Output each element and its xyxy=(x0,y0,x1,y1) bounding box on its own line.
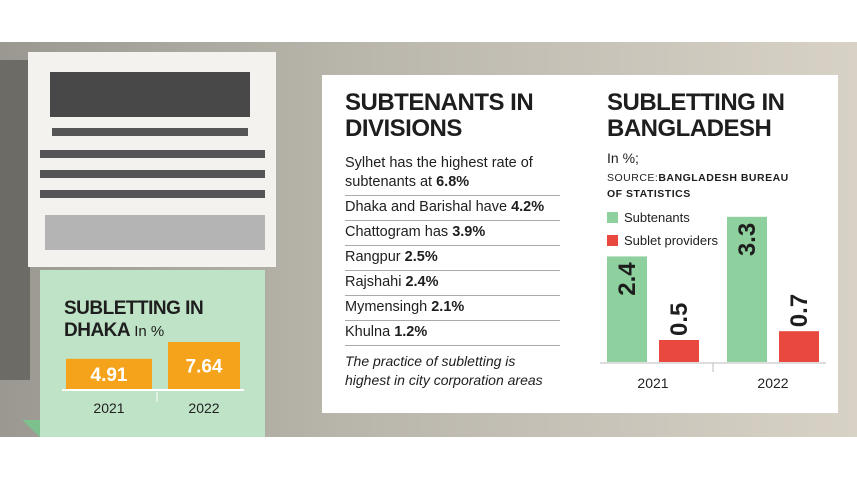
item-value: 2.5% xyxy=(404,249,438,265)
division-item: Khulna 1.2% xyxy=(345,321,560,346)
bd-title: SUBLETTING IN BANGLADESH xyxy=(607,89,785,142)
item-text: Chattogram has xyxy=(345,224,449,240)
legend-swatch xyxy=(607,212,618,223)
poster-line xyxy=(40,170,265,178)
legend-label: Subtenants xyxy=(624,210,690,225)
item-text: Sylhet has the highest rate of subtenant… xyxy=(345,155,533,190)
division-item: Chattogram has 3.9% xyxy=(345,221,560,246)
division-item: Mymensingh 2.1% xyxy=(345,296,560,321)
x-tick-label: 2022 xyxy=(188,400,219,416)
value-label: 0.5 xyxy=(666,303,693,336)
bar xyxy=(66,358,152,389)
unit: In % xyxy=(134,323,165,340)
x-tick-label: 2021 xyxy=(637,375,668,391)
x-tick-label: 2022 xyxy=(757,375,788,391)
item-text: Rangpur xyxy=(345,249,401,265)
value-label: 4.91 xyxy=(91,365,128,386)
bar xyxy=(659,340,699,362)
poster-line xyxy=(52,128,248,136)
item-text: Rajshahi xyxy=(345,274,402,290)
x-tick-label: 2021 xyxy=(93,400,124,416)
note: The practice of subletting is highest in… xyxy=(345,353,543,388)
divisions-title: SUBTENANTS IN DIVISIONS xyxy=(345,89,534,142)
poster-blur xyxy=(45,215,265,250)
bar xyxy=(168,342,240,389)
legend-swatch xyxy=(607,235,618,246)
item-value: 1.2% xyxy=(394,324,428,340)
item-value: 2.1% xyxy=(431,299,465,315)
source-name: BANGLADESH BUREAU OF STATISTICS xyxy=(607,172,789,200)
item-value: 2.4% xyxy=(405,274,439,290)
item-text: Khulna xyxy=(345,324,391,340)
legend-label: Sublet providers xyxy=(624,233,718,248)
value-label: 0.7 xyxy=(786,294,813,327)
item-text: Mymensingh xyxy=(345,299,428,315)
legend: Subtenants Sublet providers xyxy=(607,206,718,252)
item-text: Dhaka and Barishal have xyxy=(345,199,508,215)
legend-entry: Sublet providers xyxy=(607,229,718,252)
dhaka-title: SUBLETTING IN DHAKA In % xyxy=(64,298,239,343)
title-text: SUBLETTING IN DHAKA xyxy=(64,298,204,341)
item-value: 3.9% xyxy=(452,224,486,240)
divisions-list: Sylhet has the highest rate of subtenant… xyxy=(345,152,560,390)
poster xyxy=(28,52,276,267)
item-value: 4.2% xyxy=(511,199,545,215)
legend-entry: Subtenants xyxy=(607,206,718,229)
source-label: SOURCE: xyxy=(607,172,659,184)
division-item: Rangpur 2.5% xyxy=(345,246,560,271)
value-label: 7.64 xyxy=(186,357,223,378)
corner-triangle xyxy=(22,420,40,437)
source: SOURCE:BANGLADESH BUREAU OF STATISTICS xyxy=(607,170,797,202)
bar xyxy=(727,216,767,362)
value-label: 2.4 xyxy=(614,262,641,296)
division-item: Sylhet has the highest rate of subtenant… xyxy=(345,152,560,196)
division-item: Rajshahi 2.4% xyxy=(345,271,560,296)
division-item: Dhaka and Barishal have 4.2% xyxy=(345,196,560,221)
bar xyxy=(779,331,819,362)
value-label: 3.3 xyxy=(734,223,761,256)
bar xyxy=(607,256,647,362)
poster-line xyxy=(40,190,265,198)
photo-shadow xyxy=(0,60,30,380)
poster-heading xyxy=(50,72,250,117)
poster-line xyxy=(40,150,265,158)
item-value: 6.8% xyxy=(436,174,470,190)
bd-unit: In %; xyxy=(607,150,639,166)
